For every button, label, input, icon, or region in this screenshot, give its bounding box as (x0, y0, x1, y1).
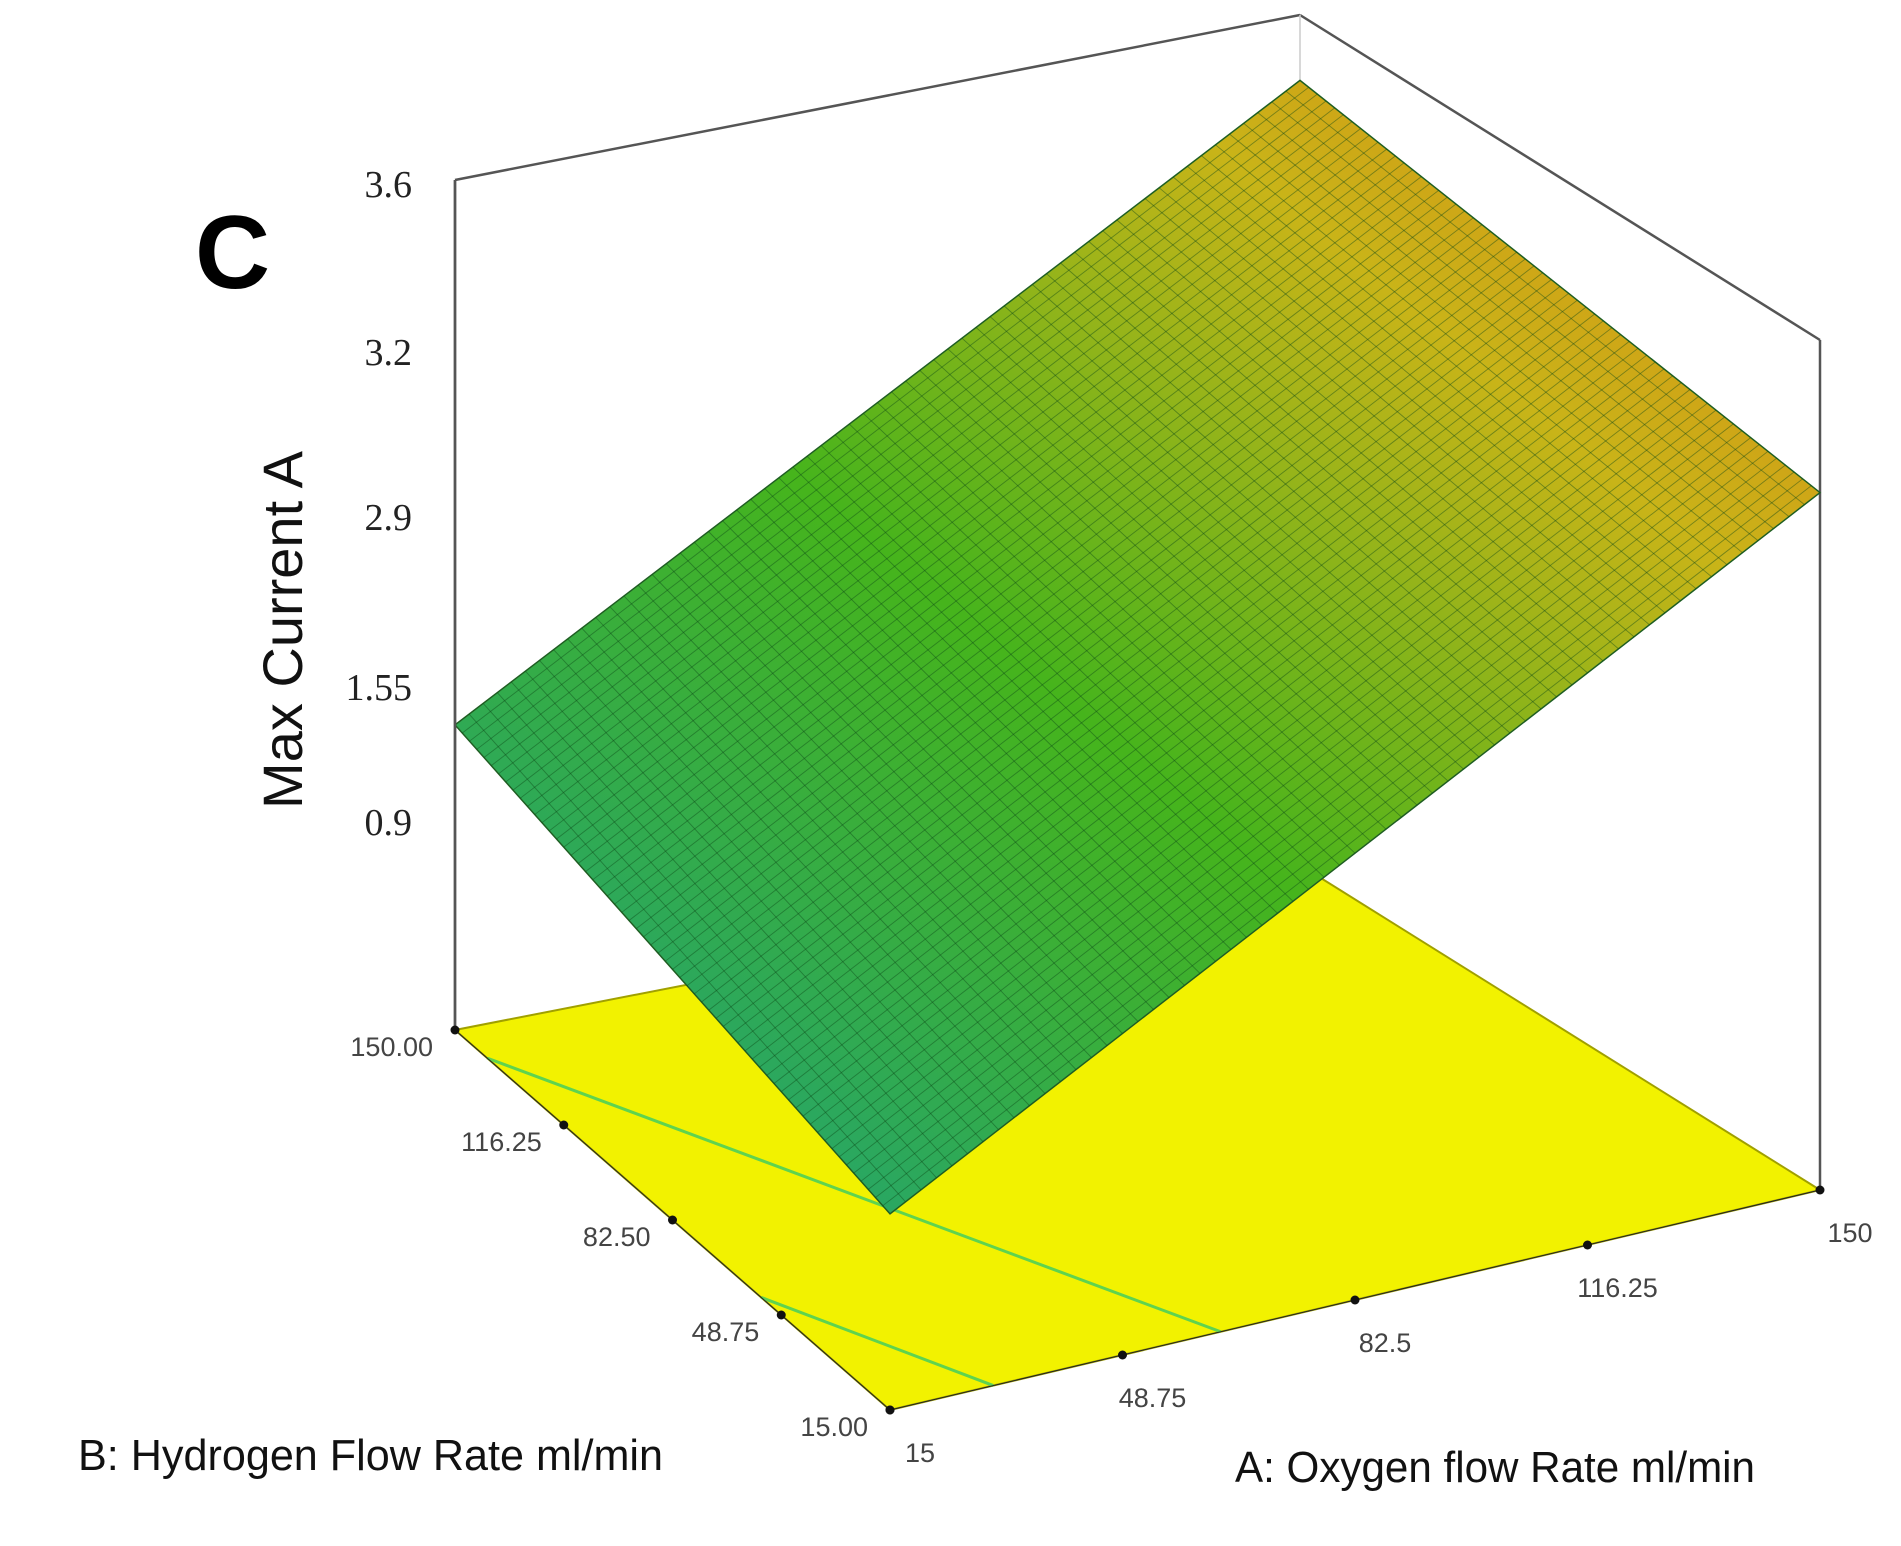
z-axis-title: Max Current A (251, 450, 314, 809)
y-tick-mark (668, 1215, 677, 1225)
panel-label: C (195, 195, 270, 311)
y-tick-label: 15.00 (800, 1412, 868, 1442)
x-tick-label: 82.5 (1359, 1328, 1412, 1358)
z-tick-label: 1.55 (346, 667, 413, 709)
x-tick-mark (1583, 1240, 1592, 1250)
z-tick-label: 3.6 (365, 164, 413, 206)
y-axis-title: B: Hydrogen Flow Rate ml/min (78, 1431, 663, 1480)
y-tick-label: 116.25 (461, 1127, 542, 1157)
y-tick-mark (776, 1310, 786, 1320)
response-surface (453, 79, 1822, 1215)
x-tick-mark (1350, 1295, 1360, 1305)
x-tick-label: 150 (1827, 1218, 1872, 1248)
z-tick-label: 3.2 (365, 332, 413, 374)
y-tick-label: 48.75 (692, 1317, 760, 1347)
surface-mesh-a (454, 80, 1821, 1215)
floor-contour (486, 1056, 1222, 1334)
frame-edge (1299, 13, 1821, 342)
y-tick-mark (559, 1120, 569, 1130)
surface-mesh-b (454, 80, 1821, 1215)
x-tick-mark (1815, 1185, 1825, 1195)
axis-labels: C Max Current A B: Hydrogen Flow Rate ml… (78, 195, 1755, 1492)
frame-edge (454, 13, 1301, 182)
x-tick-label: 48.75 (1119, 1383, 1187, 1413)
y-tick-label: 82.50 (583, 1222, 651, 1252)
x-axis-title: A: Oxygen flow Rate ml/min (1235, 1443, 1755, 1492)
x-tick-label: 116.25 (1577, 1273, 1658, 1303)
y-tick-label: 150.00 (350, 1032, 433, 1062)
x-tick-label: 15 (905, 1438, 935, 1468)
z-tick-label: 0.9 (365, 802, 413, 844)
z-tick-label: 2.9 (365, 497, 413, 539)
x-tick-mark (1118, 1350, 1127, 1360)
floor-contour (760, 1296, 994, 1387)
surface-polygon (453, 79, 1822, 1215)
axis-ticks: 0.9 1.55 2.9 3.2 3.6 15 48.75 82.5 116.25 150 15.0… (346, 164, 1873, 1468)
y-tick-mark (885, 1405, 895, 1415)
y-tick-mark (450, 1025, 460, 1035)
